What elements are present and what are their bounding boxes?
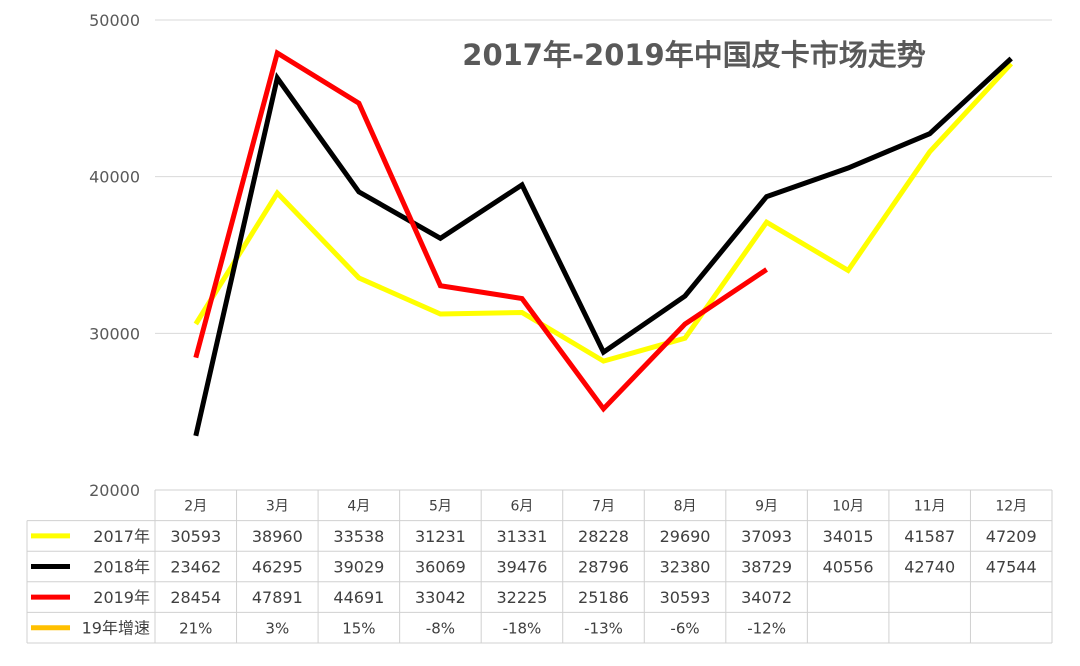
legend-label: 2018年 xyxy=(93,558,150,577)
series-line-2019年 xyxy=(193,49,768,413)
x-tick-label: 12月 xyxy=(995,498,1027,514)
data-label: 34015 xyxy=(823,527,874,546)
data-label: 36069 xyxy=(415,558,466,577)
data-label: 32380 xyxy=(660,558,711,577)
data-label: -13% xyxy=(584,620,623,638)
data-label: -18% xyxy=(503,620,542,638)
data-label: 40556 xyxy=(823,558,874,577)
legend-label: 19年增速 xyxy=(82,619,150,638)
data-label: 3% xyxy=(265,620,289,638)
legend-label: 2017年 xyxy=(93,527,150,546)
x-tick-label: 9月 xyxy=(755,498,778,514)
x-tick-label: 11月 xyxy=(914,498,946,514)
data-label: 32225 xyxy=(497,588,548,607)
data-label: 41587 xyxy=(904,527,955,546)
data-label: 38729 xyxy=(741,558,792,577)
series-line-2017年 xyxy=(193,62,1014,364)
x-tick-label: 4月 xyxy=(347,498,370,514)
x-tick-label: 6月 xyxy=(510,498,533,514)
data-label: 23462 xyxy=(170,558,221,577)
data-label: 28228 xyxy=(578,527,629,546)
data-label: 47209 xyxy=(986,527,1037,546)
data-label: 21% xyxy=(179,620,212,638)
data-label: 28454 xyxy=(170,588,221,607)
y-tick-label: 50000 xyxy=(89,11,140,30)
y-tick-label: 20000 xyxy=(89,481,140,500)
data-label: 28796 xyxy=(578,558,629,577)
x-tick-label: 3月 xyxy=(266,498,289,514)
data-label: -6% xyxy=(670,620,699,638)
data-label: 25186 xyxy=(578,588,629,607)
data-label: 15% xyxy=(342,620,375,638)
chart-title: 2017年-2019年中国皮卡市场走势 xyxy=(462,38,925,72)
data-label: 33042 xyxy=(415,588,466,607)
series-line-2018年 xyxy=(193,56,1013,437)
data-label: 29690 xyxy=(660,527,711,546)
data-label: 47544 xyxy=(986,558,1037,577)
data-label: 47891 xyxy=(252,588,303,607)
x-tick-label: 10月 xyxy=(832,498,864,514)
data-table: 2月 3月 4月 5月 6月 7月 8月 9月 10月 11月 12月 2017年 30593 38960… xyxy=(26,489,1053,644)
data-label: 31231 xyxy=(415,527,466,546)
data-label: 30593 xyxy=(170,527,221,546)
data-label: 44691 xyxy=(333,588,384,607)
legend-label: 2019年 xyxy=(93,588,150,607)
data-label: -8% xyxy=(426,620,455,638)
data-label: 30593 xyxy=(660,588,711,607)
data-label: 37093 xyxy=(741,527,792,546)
x-tick-label: 5月 xyxy=(429,498,452,514)
y-tick-label: 30000 xyxy=(89,324,140,343)
x-tick-label: 2月 xyxy=(184,498,207,514)
data-label: 31331 xyxy=(497,527,548,546)
x-tick-label: 8月 xyxy=(674,498,697,514)
y-axis-ticks: 20000 30000 40000 50000 xyxy=(89,11,140,500)
data-label: 39476 xyxy=(497,558,548,577)
data-label: 42740 xyxy=(904,558,955,577)
data-label: 39029 xyxy=(333,558,384,577)
data-label: 38960 xyxy=(252,527,303,546)
data-label: 33538 xyxy=(333,527,384,546)
x-tick-label: 7月 xyxy=(592,498,615,514)
gridlines xyxy=(155,19,1052,334)
y-tick-label: 40000 xyxy=(89,168,140,187)
data-label: 46295 xyxy=(252,558,303,577)
data-label: -12% xyxy=(747,620,786,638)
data-label: 34072 xyxy=(741,588,792,607)
series-lines xyxy=(193,49,1014,437)
